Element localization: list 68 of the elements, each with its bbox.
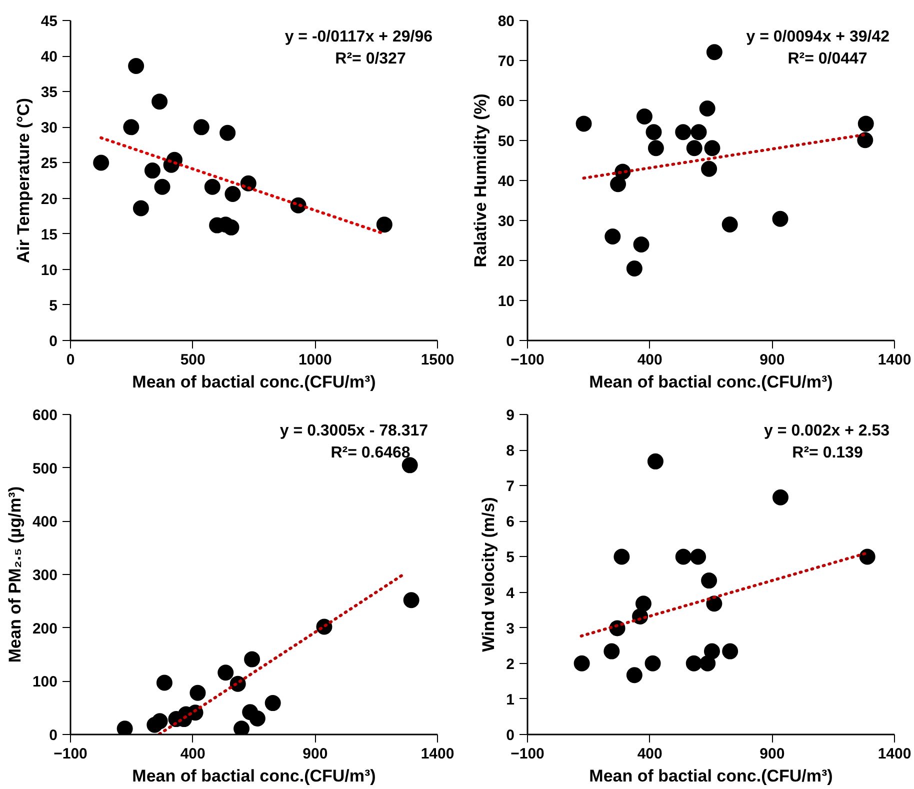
x-tick-label: 1400 <box>878 352 912 368</box>
x-tick-label: 900 <box>760 352 785 368</box>
y-tick-label: 300 <box>32 567 58 584</box>
y-tick-label: 25 <box>40 155 58 172</box>
x-tick-label: −100 <box>510 746 544 762</box>
y-axis-title: Mean of PM₂.₅ (µg/m³) <box>5 486 24 663</box>
y-tick-label: 10 <box>498 293 515 310</box>
x-tick-label: 1500 <box>420 352 454 368</box>
x-tick-label: 1000 <box>298 352 332 368</box>
y-axis-title: Air Temperature (°C) <box>14 98 33 264</box>
y-tick-label: 0 <box>506 727 514 744</box>
y-tick-label: 15 <box>40 226 58 244</box>
y-tick-label: 100 <box>32 674 58 691</box>
annotation: R²= 0/0447 <box>788 50 868 68</box>
x-tick-label: 0 <box>66 352 75 368</box>
y-tick-label: 30 <box>498 213 515 230</box>
annotation: y = 0.002x + 2.53 <box>764 422 890 440</box>
x-tick-label: 900 <box>302 746 328 762</box>
x-tick-label: 400 <box>637 746 662 762</box>
annotation: R²= 0.139 <box>792 444 863 462</box>
y-tick-label: 10 <box>40 262 58 279</box>
y-tick-label: 200 <box>32 620 58 638</box>
y-tick-label: 9 <box>506 407 514 424</box>
y-tick-label: 4 <box>506 584 516 602</box>
y-tick-label: 20 <box>40 190 58 208</box>
y-tick-label: 30 <box>40 120 58 137</box>
y-tick-label: 45 <box>40 13 58 30</box>
x-axis-title: Mean of bactial conc.(CFU/m³) <box>132 372 376 392</box>
y-tick-label: 5 <box>506 549 514 566</box>
y-tick-label: 60 <box>498 93 515 110</box>
x-tick-label: 400 <box>180 746 206 762</box>
y-tick-label: 0 <box>49 333 58 350</box>
y-tick-label: 400 <box>32 514 58 531</box>
y-tick-label: 500 <box>32 460 58 478</box>
x-tick-label: −100 <box>510 352 544 368</box>
x-axis-title: Mean of bactial conc.(CFU/m³) <box>589 372 833 392</box>
annotation: y = -0/0117x + 29/96 <box>284 28 433 46</box>
x-tick-label: 1400 <box>420 746 454 762</box>
y-tick-label: 1 <box>506 691 514 708</box>
y-tick-label: 0 <box>506 333 514 350</box>
y-axis-title: Wind velocity (m/s) <box>479 497 498 652</box>
y-tick-label: 0 <box>49 727 58 744</box>
x-axis-title: Mean of bactial conc.(CFU/m³) <box>589 766 833 786</box>
x-tick-label: 400 <box>637 352 662 368</box>
x-tick-label: −100 <box>54 746 88 762</box>
y-tick-label: 6 <box>506 514 514 531</box>
y-tick-label: 7 <box>506 478 514 496</box>
y-tick-label: 40 <box>498 173 515 190</box>
y-axis-title: Ralative Humidity (%) <box>470 94 490 268</box>
annotation: y = 0.3005x - 78.317 <box>280 422 428 440</box>
y-tick-label: 20 <box>498 253 515 270</box>
x-tick-label: 900 <box>760 746 785 762</box>
y-tick-label: 40 <box>40 48 58 66</box>
x-axis-title: Mean of bactial conc.(CFU/m³) <box>132 766 376 786</box>
x-tick-label: 500 <box>180 352 206 368</box>
y-tick-label: 600 <box>32 407 58 424</box>
annotation: y = 0/0094x + 39/42 <box>746 28 890 46</box>
y-tick-label: 2 <box>506 656 514 673</box>
y-tick-label: 70 <box>498 53 515 70</box>
y-tick-label: 80 <box>498 13 515 30</box>
y-tick-label: 5 <box>49 297 58 314</box>
y-tick-label: 3 <box>506 620 514 638</box>
x-tick-label: 1400 <box>878 746 912 762</box>
annotation: R²= 0/327 <box>335 50 406 68</box>
y-tick-label: 8 <box>506 442 514 460</box>
y-tick-label: 35 <box>40 84 58 102</box>
annotation: R²= 0.6468 <box>330 444 410 462</box>
y-tick-label: 50 <box>498 133 515 150</box>
